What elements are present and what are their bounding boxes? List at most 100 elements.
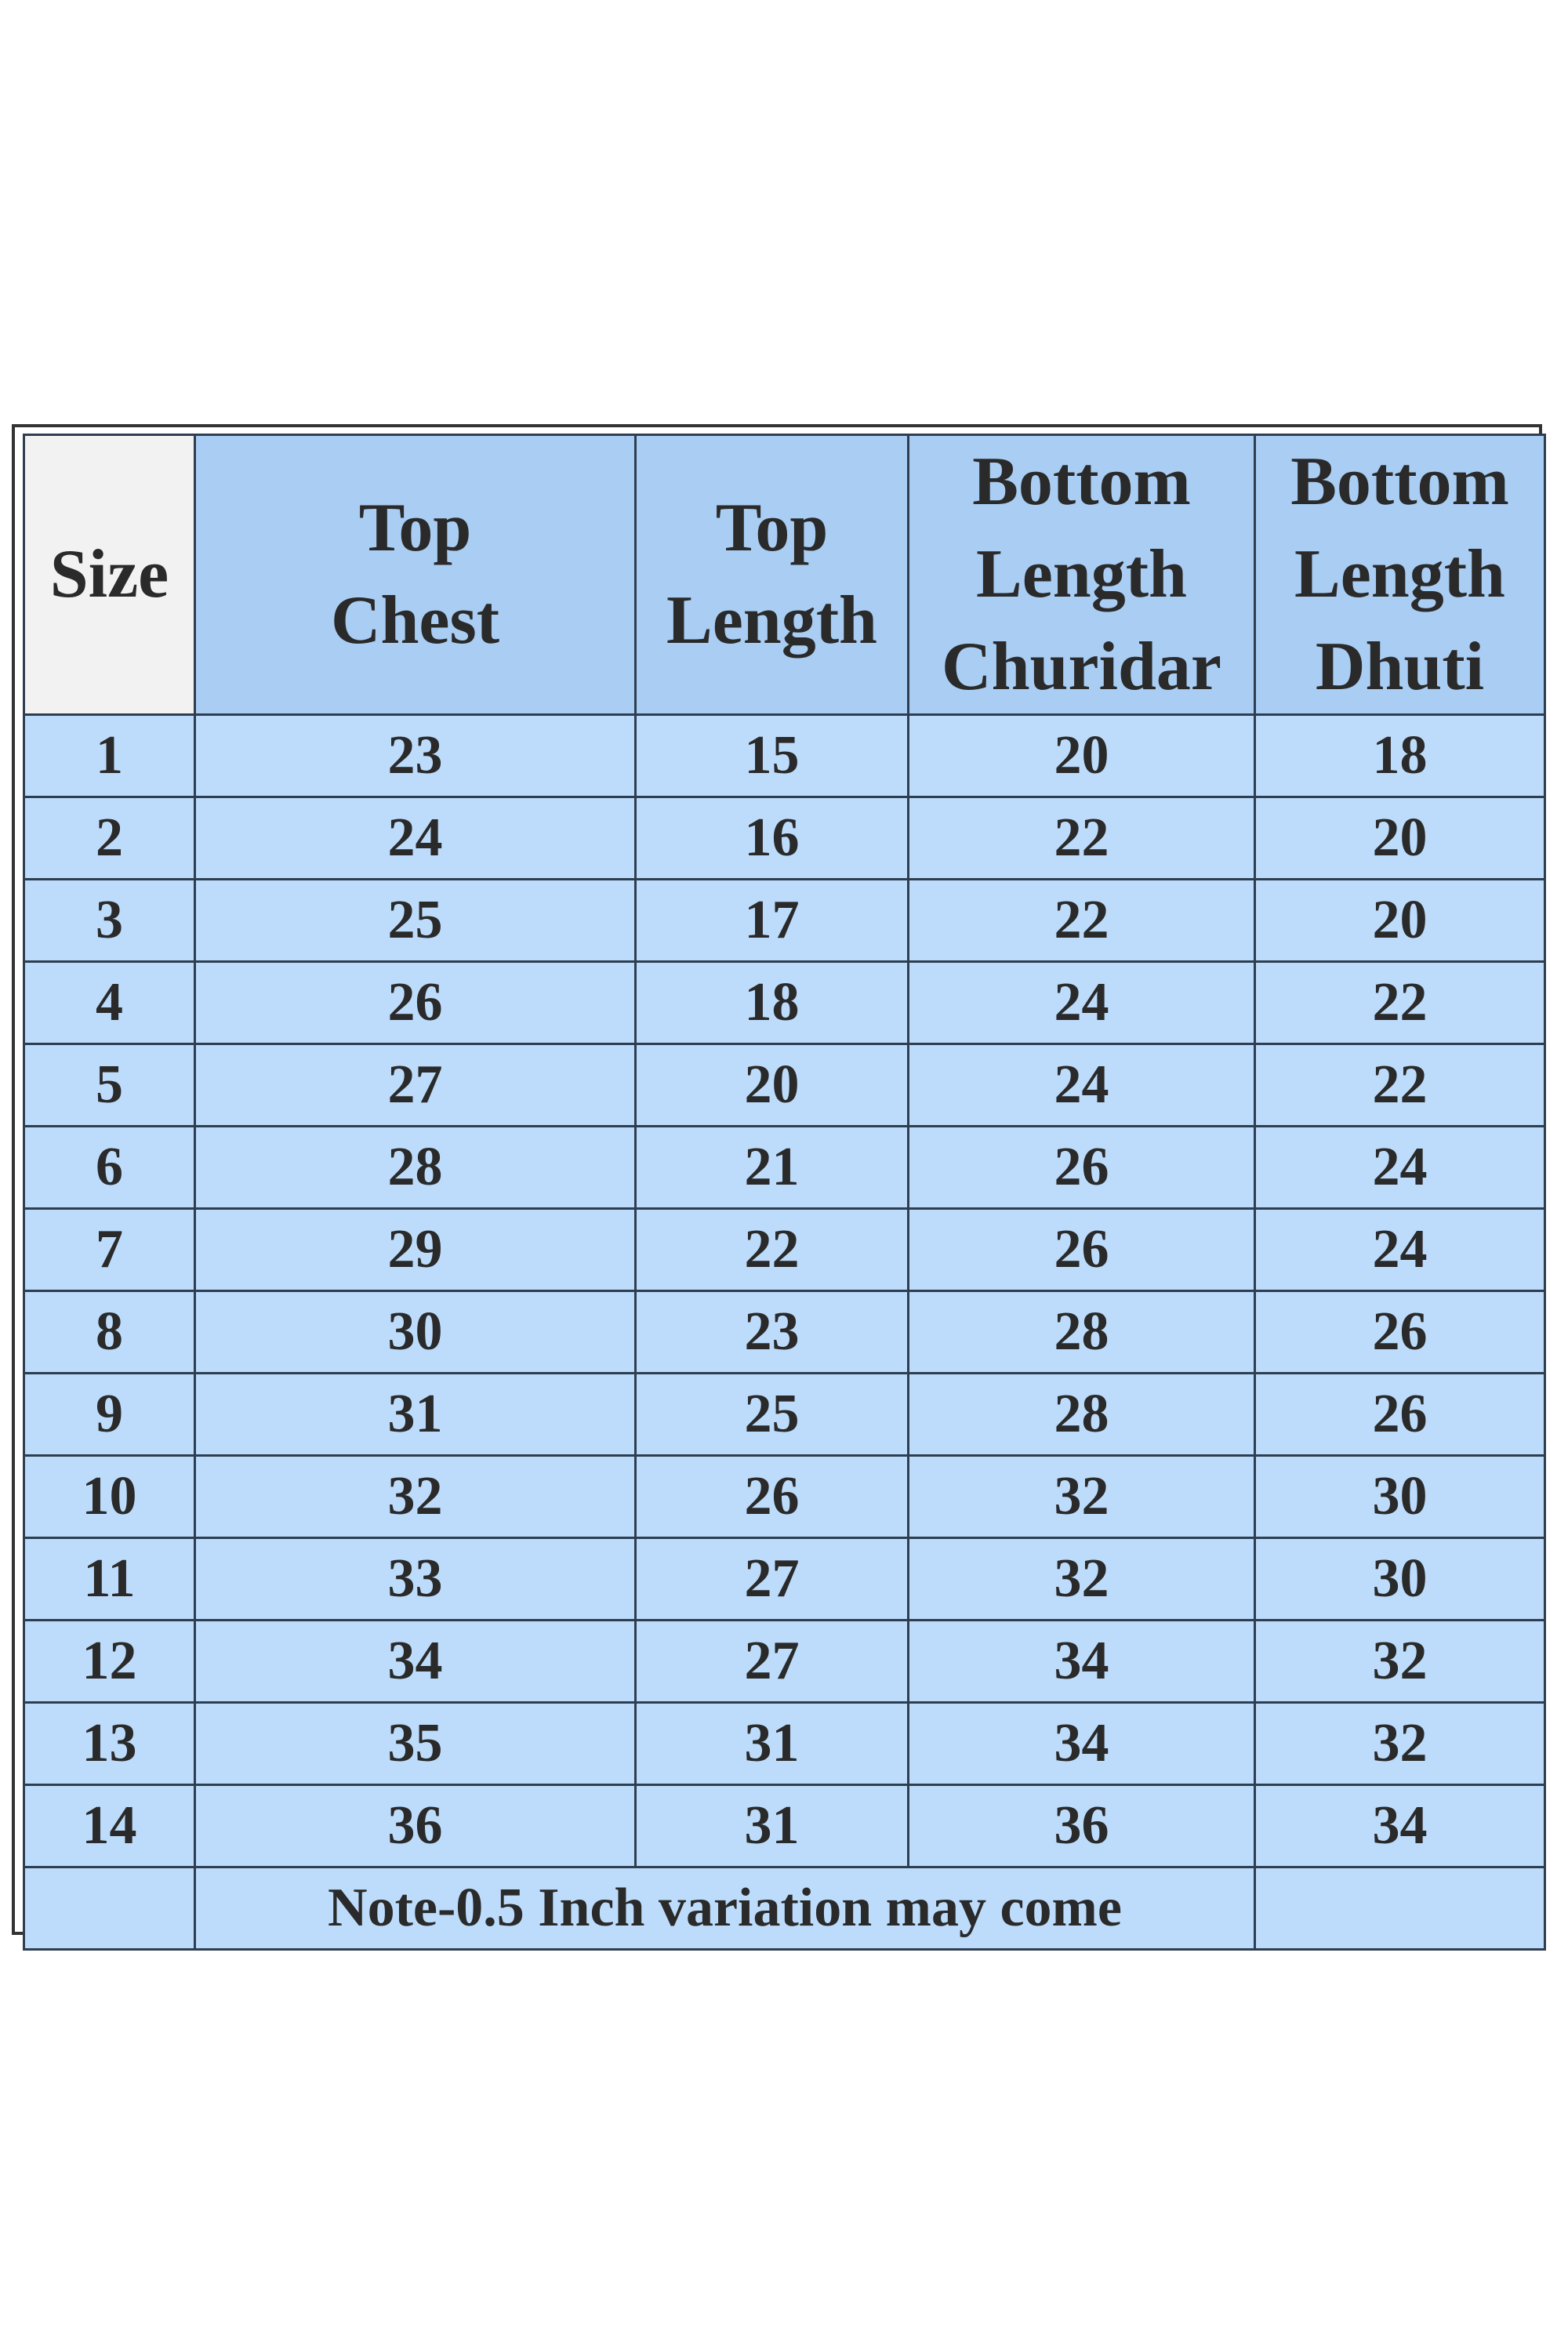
data-cell: 26 xyxy=(907,1125,1256,1210)
data-cell: 26 xyxy=(1254,1372,1546,1457)
data-cell: 32 xyxy=(907,1537,1256,1621)
data-cell: 31 xyxy=(634,1701,909,1786)
data-cell: 31 xyxy=(634,1784,909,1868)
header-text: Churidar xyxy=(942,629,1221,705)
data-cell: 24 xyxy=(907,1043,1256,1127)
data-cell: 28 xyxy=(907,1372,1256,1457)
data-cell: 34 xyxy=(1254,1784,1546,1868)
data-cell: 34 xyxy=(907,1619,1256,1704)
header-text: Length xyxy=(1294,536,1505,612)
data-cell: 25 xyxy=(634,1372,909,1457)
data-cell: 27 xyxy=(634,1537,909,1621)
data-cell: 30 xyxy=(194,1290,637,1374)
header-text: Chest xyxy=(330,583,500,659)
data-cell: 14 xyxy=(23,1784,196,1868)
data-cell: 26 xyxy=(907,1207,1256,1292)
note-row: Note-0.5 Inch variation may come xyxy=(23,1866,1546,1951)
data-cell: 11 xyxy=(23,1537,196,1621)
data-cell: 9 xyxy=(23,1372,196,1457)
header-text: Top xyxy=(715,490,829,566)
data-cell: 10 xyxy=(23,1454,196,1539)
header-text: Length xyxy=(666,583,877,659)
data-cell: 34 xyxy=(194,1619,637,1704)
header-cell: Bottom Length Dhuti xyxy=(1254,434,1546,716)
data-cell: 20 xyxy=(907,713,1256,798)
data-row: 12 34 27 34 32 xyxy=(23,1619,1546,1704)
data-row: 1 23 15 20 18 xyxy=(23,713,1546,798)
data-cell: 2 xyxy=(23,796,196,880)
data-row: 10 32 26 32 30 xyxy=(23,1454,1546,1539)
data-cell: 35 xyxy=(194,1701,637,1786)
data-cell: 22 xyxy=(907,878,1256,963)
data-cell: 22 xyxy=(1254,1043,1546,1127)
data-cell: 24 xyxy=(1254,1207,1546,1292)
data-cell: 34 xyxy=(907,1701,1256,1786)
data-cell: 7 xyxy=(23,1207,196,1292)
data-cell: 36 xyxy=(907,1784,1256,1868)
data-cell: 12 xyxy=(23,1619,196,1704)
data-row: 5 27 20 24 22 xyxy=(23,1043,1546,1127)
data-row: 8 30 23 28 26 xyxy=(23,1290,1546,1374)
data-cell: 20 xyxy=(1254,796,1546,880)
data-cell: 5 xyxy=(23,1043,196,1127)
data-cell: 32 xyxy=(1254,1701,1546,1786)
data-cell: 32 xyxy=(1254,1619,1546,1704)
data-cell: 22 xyxy=(634,1207,909,1292)
data-cell: 4 xyxy=(23,960,196,1045)
data-cell: 24 xyxy=(1254,1125,1546,1210)
header-text: Dhuti xyxy=(1315,629,1485,705)
data-cell: 20 xyxy=(1254,878,1546,963)
data-cell: 28 xyxy=(907,1290,1256,1374)
data-cell: 33 xyxy=(194,1537,637,1621)
data-row: 9 31 25 28 26 xyxy=(23,1372,1546,1457)
data-row: 4 26 18 24 22 xyxy=(23,960,1546,1045)
header-cell: Bottom Length Churidar xyxy=(907,434,1256,716)
data-cell: 6 xyxy=(23,1125,196,1210)
header-text: Top xyxy=(358,490,472,566)
data-row: 2 24 16 22 20 xyxy=(23,796,1546,880)
data-cell: 21 xyxy=(634,1125,909,1210)
data-row: 14 36 31 36 34 xyxy=(23,1784,1546,1868)
data-cell: 31 xyxy=(194,1372,637,1457)
data-cell: 36 xyxy=(194,1784,637,1868)
data-cell: 18 xyxy=(634,960,909,1045)
data-cell: 17 xyxy=(634,878,909,963)
data-cell: 24 xyxy=(907,960,1256,1045)
data-row: 3 25 17 22 20 xyxy=(23,878,1546,963)
header-cell: Top Length xyxy=(634,434,909,716)
data-cell: 27 xyxy=(194,1043,637,1127)
data-cell: 30 xyxy=(1254,1454,1546,1539)
data-cell: 30 xyxy=(1254,1537,1546,1621)
empty-cell xyxy=(1254,1866,1546,1951)
data-cell: 26 xyxy=(194,960,637,1045)
size-table: Size Top Chest Top Length Bottom Length Churida… xyxy=(23,434,1546,1951)
data-cell: 29 xyxy=(194,1207,637,1292)
data-cell: 15 xyxy=(634,713,909,798)
header-row: Size Top Chest Top Length Bottom Length Churida… xyxy=(23,434,1546,716)
data-cell: 23 xyxy=(634,1290,909,1374)
data-cell: 27 xyxy=(634,1619,909,1704)
data-cell: 8 xyxy=(23,1290,196,1374)
data-cell: 20 xyxy=(634,1043,909,1127)
header-cell: Top Chest xyxy=(194,434,637,716)
data-cell: 3 xyxy=(23,878,196,963)
data-cell: 16 xyxy=(634,796,909,880)
data-cell: 26 xyxy=(1254,1290,1546,1374)
header-cell: Size xyxy=(23,434,196,716)
data-cell: 22 xyxy=(907,796,1256,880)
data-cell: 28 xyxy=(194,1125,637,1210)
header-text: Size xyxy=(49,536,169,612)
data-cell: 18 xyxy=(1254,713,1546,798)
data-row: 13 35 31 34 32 xyxy=(23,1701,1546,1786)
data-row: 6 28 21 26 24 xyxy=(23,1125,1546,1210)
data-cell: 13 xyxy=(23,1701,196,1786)
data-cell: 24 xyxy=(194,796,637,880)
header-text: Length xyxy=(976,536,1187,612)
data-cell: 1 xyxy=(23,713,196,798)
data-row: 11 33 27 32 30 xyxy=(23,1537,1546,1621)
note: Note-0.5 Inch variation may come xyxy=(194,1866,1256,1951)
empty-cell xyxy=(23,1866,196,1951)
data-cell: 32 xyxy=(907,1454,1256,1539)
data-cell: 22 xyxy=(1254,960,1546,1045)
